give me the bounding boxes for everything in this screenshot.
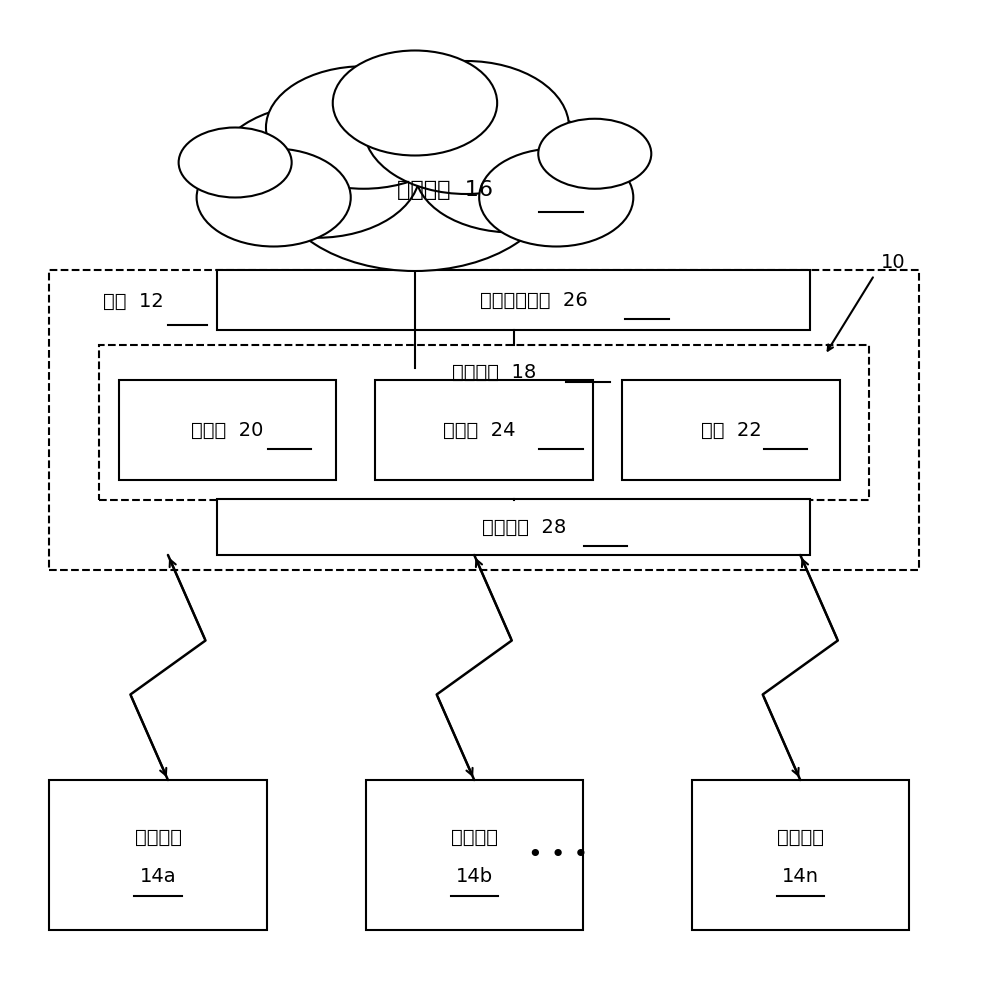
- Text: 10: 10: [881, 253, 906, 272]
- Text: 14n: 14n: [782, 867, 819, 886]
- Text: 网络介质  16: 网络介质 16: [396, 180, 493, 200]
- Text: 代码  22: 代码 22: [700, 420, 762, 439]
- Ellipse shape: [538, 119, 651, 189]
- Ellipse shape: [333, 51, 497, 156]
- Bar: [49, 780, 267, 930]
- Ellipse shape: [197, 148, 351, 246]
- Text: 无线接口  28: 无线接口 28: [481, 518, 566, 536]
- Text: 14a: 14a: [139, 867, 177, 886]
- Text: 控制电路  18: 控制电路 18: [452, 363, 536, 382]
- Bar: [99, 345, 869, 500]
- Bar: [366, 780, 583, 930]
- Ellipse shape: [364, 61, 569, 194]
- Text: 电子装置: 电子装置: [134, 828, 182, 846]
- Text: 处理器  20: 处理器 20: [191, 420, 264, 439]
- Ellipse shape: [266, 66, 461, 189]
- Bar: [217, 499, 810, 555]
- Ellipse shape: [274, 89, 556, 271]
- Ellipse shape: [415, 110, 611, 232]
- Text: 电子装置: 电子装置: [451, 828, 498, 846]
- Text: • • •: • • •: [529, 843, 588, 867]
- Bar: [622, 380, 840, 480]
- Bar: [375, 380, 593, 480]
- Bar: [692, 780, 909, 930]
- Text: 电子装置: 电子装置: [777, 828, 824, 846]
- Ellipse shape: [479, 148, 633, 246]
- Text: 14b: 14b: [455, 867, 493, 886]
- Ellipse shape: [214, 105, 420, 238]
- Bar: [217, 270, 810, 330]
- Bar: [49, 270, 919, 570]
- Text: 网络通信接口  26: 网络通信接口 26: [479, 290, 588, 309]
- Text: 存储器  24: 存储器 24: [443, 420, 516, 439]
- Text: 基站  12: 基站 12: [103, 292, 164, 311]
- Bar: [119, 380, 336, 480]
- Ellipse shape: [179, 128, 291, 198]
